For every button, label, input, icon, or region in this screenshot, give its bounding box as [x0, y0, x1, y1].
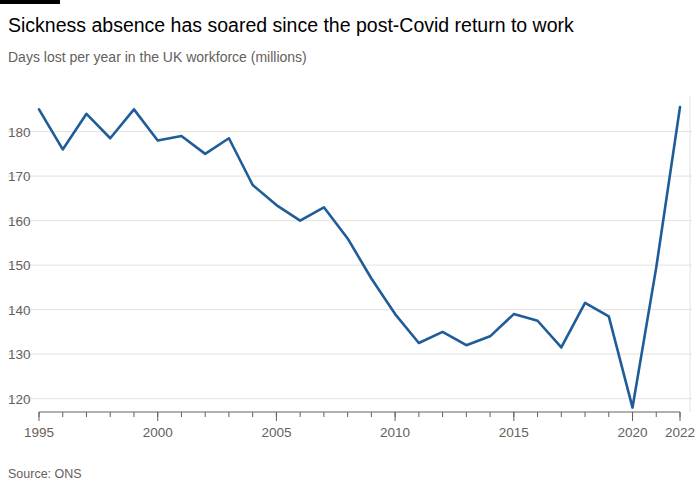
x-tick-label: 2022: [665, 425, 695, 440]
x-minor-tick: [371, 412, 372, 417]
x-tick-label: 2015: [499, 425, 529, 440]
x-tick: [157, 412, 158, 421]
x-minor-tick: [418, 412, 419, 417]
grid-line: [8, 309, 692, 310]
x-tick: [395, 412, 396, 421]
x-minor-tick: [585, 412, 586, 417]
x-minor-tick: [228, 412, 229, 417]
x-minor-tick: [300, 412, 301, 417]
x-minor-tick: [561, 412, 562, 417]
y-tick-label: 180: [8, 125, 31, 140]
x-minor-tick: [62, 412, 63, 417]
x-tick: [632, 412, 633, 421]
x-minor-tick: [133, 412, 134, 417]
x-minor-tick: [181, 412, 182, 417]
y-tick-label: 140: [8, 303, 31, 318]
brand-bar: [0, 0, 60, 4]
x-axis-line: [39, 412, 680, 413]
y-tick-label: 170: [8, 169, 31, 184]
grid-line: [8, 265, 692, 266]
x-minor-tick: [110, 412, 111, 417]
x-tick-label: 2000: [143, 425, 173, 440]
x-minor-tick: [252, 412, 253, 417]
title: Sickness absence has soared since the po…: [8, 14, 574, 36]
plot-area: [39, 107, 680, 407]
x-tick: [276, 412, 277, 421]
x-tick-label: 2010: [380, 425, 410, 440]
subtitle: Days lost per year in the UK workforce (…: [8, 49, 307, 65]
x-minor-tick: [347, 412, 348, 417]
x-minor-tick: [466, 412, 467, 417]
x-minor-tick: [323, 412, 324, 417]
x-tick-label: 1995: [24, 425, 54, 440]
x-tick-label: 2005: [261, 425, 291, 440]
x-tick: [680, 412, 681, 421]
x-minor-tick: [442, 412, 443, 417]
grid-line: [8, 131, 692, 132]
y-axis: 120 130 140 150 160 170 180: [8, 96, 692, 412]
chart: Sickness absence has soared since the po…: [0, 0, 700, 500]
x-axis: 1995 2000 2005 2010 2015 2020 2022: [24, 412, 695, 440]
grid-line: [8, 176, 692, 177]
source: Source: ONS: [8, 467, 82, 481]
y-tick-label: 150: [8, 258, 31, 273]
grid-line: [8, 354, 692, 355]
series-line: [39, 107, 680, 407]
y-tick-label: 120: [8, 392, 31, 407]
y-tick-label: 130: [8, 347, 31, 362]
y-axis-line: [690, 96, 691, 412]
x-minor-tick: [86, 412, 87, 417]
x-tick: [39, 412, 40, 421]
grid-line: [8, 398, 692, 399]
x-minor-tick: [656, 412, 657, 417]
y-tick-label: 160: [8, 214, 31, 229]
x-minor-tick: [608, 412, 609, 417]
x-tick-label: 2020: [617, 425, 647, 440]
x-minor-tick: [537, 412, 538, 417]
x-minor-tick: [490, 412, 491, 417]
grid-line: [8, 220, 692, 221]
x-minor-tick: [205, 412, 206, 417]
x-tick: [513, 412, 514, 421]
